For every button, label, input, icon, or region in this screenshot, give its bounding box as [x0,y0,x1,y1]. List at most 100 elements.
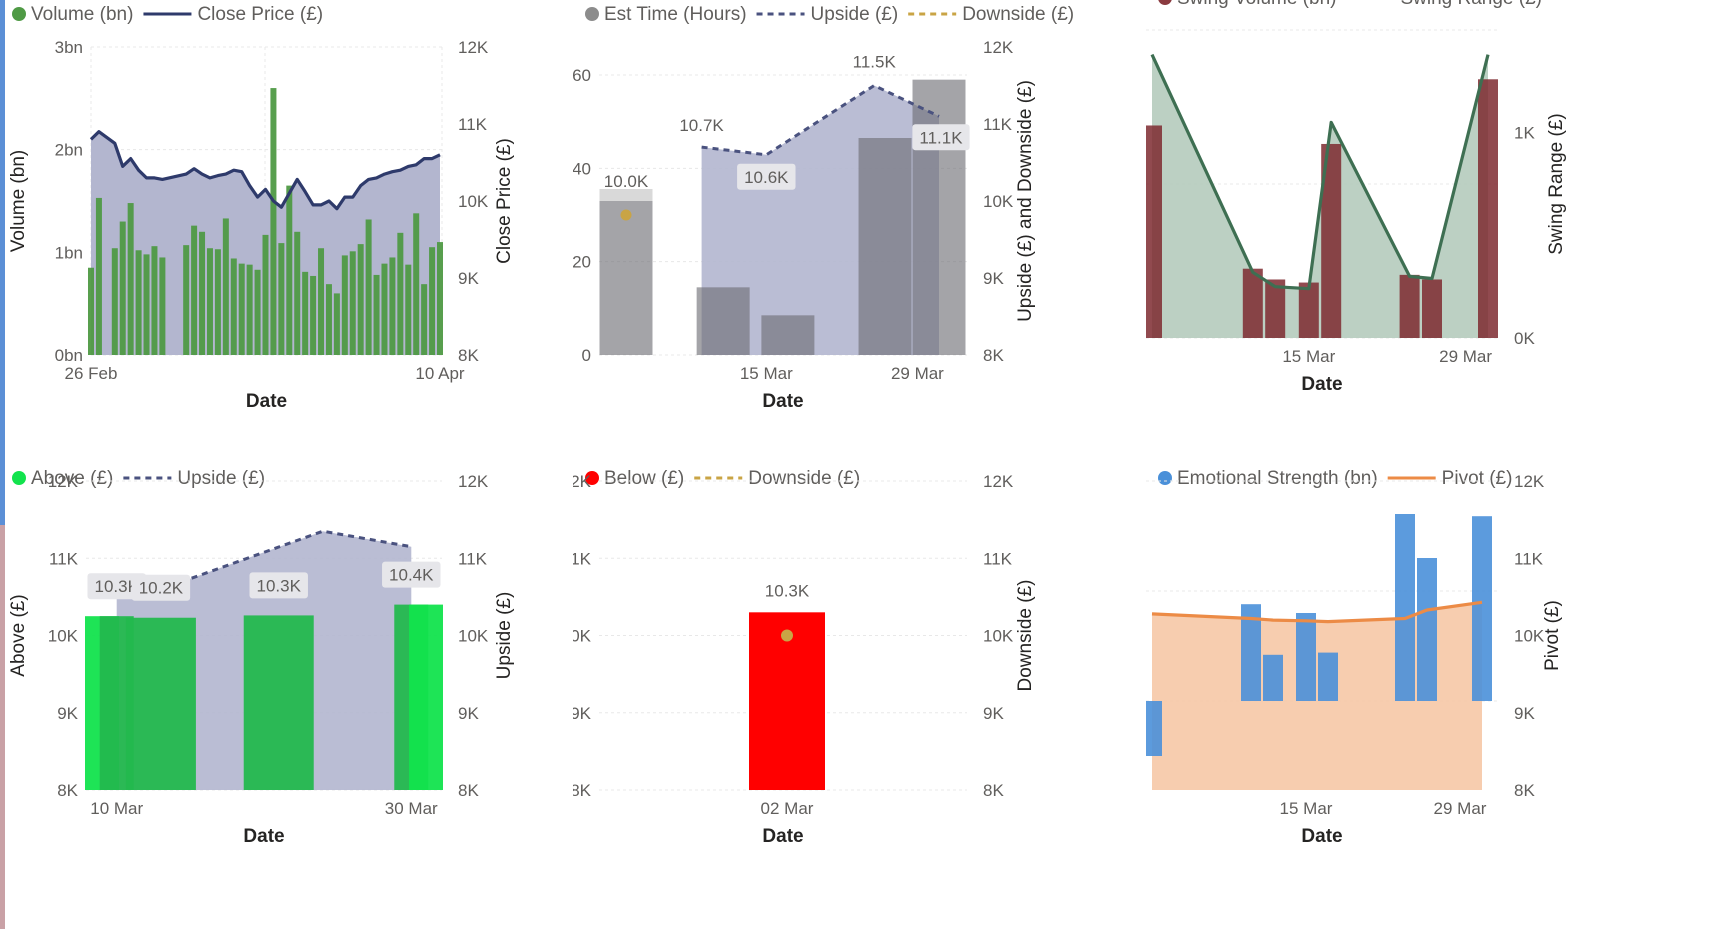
swing-volume-bar [1422,279,1442,338]
volume-bar [254,269,261,355]
volume-bar [199,231,206,355]
y2-tick-label: 8K [458,781,479,800]
y2-tick-label: 11K [458,115,488,134]
y2-tick-label: 10K [458,192,489,211]
volume-bar [397,232,404,355]
volume-bar [365,219,372,355]
y2-tick-label: 12K [1514,472,1545,491]
swing-chart: Swing Volume (bn)Swing Range (£)0bn5bn10… [1146,0,1567,395]
chart-panel-above[interactable]: Above (£) Upside (£) 8K 9K 10K 11K 12K 8K 9K 10K 1… [0,464,573,928]
y-tick-label: 40 [573,159,591,178]
volume-bar [302,271,309,355]
x-tick-label: 10 Mar [90,799,143,818]
swing-volume-bar [1265,279,1286,338]
swing-range-line [1150,53,1490,291]
swing-volume-bar [1242,268,1263,338]
legend-label-0: Below (£) [604,468,684,489]
y-tick-label: 0bn [55,346,83,365]
emotional-strength-bar [1472,516,1492,701]
legend-label-2: Downside (£) [962,4,1074,25]
x-tick-label: 29 Mar [1439,347,1492,366]
y-tick-label: 20 [573,253,591,272]
y2-tick-label: 10K [1514,627,1545,646]
volume-bar [294,231,301,355]
emotional-chart: Emotional Strength (bn)Pivot (£)0bn5bn10… [1146,468,1563,847]
est-time-bar [696,287,750,355]
legend-label-1: Pivot (£) [1442,468,1513,489]
y2-tick-label: 12K [983,472,1014,491]
below-bar [749,612,825,790]
y2-tick-label: 10K [983,627,1014,646]
y2-tick-label: 8K [983,781,1004,800]
y-tick-label: 3bn [55,38,83,57]
y2-tick-label: 11K [458,549,488,568]
upside-data-label-background [912,124,970,151]
y2-tick-label: 11K [1514,549,1544,568]
chart-panel-below[interactable]: Below (£) Downside (£) 8K 9K 10K 11K 12K 8K 9K 10… [573,464,1146,928]
x-axis-title: Date [243,826,284,847]
downside-cap [599,189,653,201]
emotional-strength-bar [1395,514,1415,701]
legend-marker-0 [12,471,26,485]
volume-bar [270,88,277,356]
downside-point [781,629,793,642]
volume-bar [127,203,134,355]
chart-panel-est-time[interactable]: Est Time (Hours) Upside (£) Downside (£) 0 2… [573,0,1146,464]
y2-tick-label: 11K [983,115,1013,134]
y2-tick-label: 9K [983,704,1004,723]
volume-bar [119,221,126,355]
volume-bar [286,185,293,355]
volume-bar [88,267,94,355]
volume-bar [413,213,420,355]
y-tick-label: 8K [573,781,592,800]
y-tick-label: 9K [573,704,592,723]
y2-tick-label: 11K [983,549,1013,568]
upside-data-label: 10.7K [679,116,724,135]
above-data-label-background [131,574,191,601]
above-data-label: 10.3K [95,577,140,596]
x-axis-title: Date [1301,374,1342,395]
above-data-label-background [249,572,308,599]
y-tick-label: 11K [49,549,79,568]
y-tick-label: 1bn [55,243,83,262]
y-tick-label: 11K [573,549,592,568]
volume-bar [151,246,158,355]
volume-bar [183,245,190,355]
y2-tick-label: 8K [458,346,479,365]
volume-bar [318,248,325,355]
y-tick-label: 10K [48,627,79,646]
y2-tick-label: 8K [1514,781,1535,800]
volume-bar [238,263,245,355]
volume-bar [389,257,396,355]
above-data-label-background [87,573,146,600]
close-price-line [89,130,441,211]
x-axis-title: Date [762,391,803,412]
legend-label-1: Swing Range (£) [1400,0,1542,9]
volume-bar [135,250,142,355]
chart-panel-emotional[interactable]: Emotional Strength (bn)Pivot (£)0bn5bn10… [1146,464,1719,928]
y-tick-label: 2bn [55,141,83,160]
legend-label-0: Volume (bn) [31,4,133,25]
y-tick-label: 60 [573,66,591,85]
emotional-strength-bar [1318,652,1338,701]
upside-data-label: 11.1K [919,128,963,147]
x-tick-label: 29 Mar [1434,799,1487,818]
y2-tick-label: 10K [458,627,489,646]
x-tick-label: 29 Mar [891,364,944,383]
swing-volume-bar [1298,282,1319,338]
chart-panel-volume-close[interactable]: Volume (bn) Close Price (£) 0bn 1bn 2bn 3bn 8K… [0,0,573,464]
emotional-strength-bar [1417,558,1437,701]
pivot-line [1151,600,1483,624]
volume-bar [437,242,443,355]
y2-tick-label: 1K [1514,124,1535,143]
chart-panel-swing[interactable]: Swing Volume (bn)Swing Range (£)0bn5bn10… [1146,0,1719,464]
above-bar [125,617,196,790]
above-chart: Above (£) Upside (£) 8K 9K 10K 11K 12K 8K 9K 10K 1… [8,468,515,847]
y2-tick-label: 12K [458,472,489,491]
y-axis-title: Volume (bn) [8,150,29,252]
volume-bar [143,254,150,355]
volume-bar [206,248,213,355]
volume-bar [111,248,118,355]
emotional-strength-bar [1241,604,1261,701]
legend-label-0: Swing Volume (bn) [1177,0,1336,9]
